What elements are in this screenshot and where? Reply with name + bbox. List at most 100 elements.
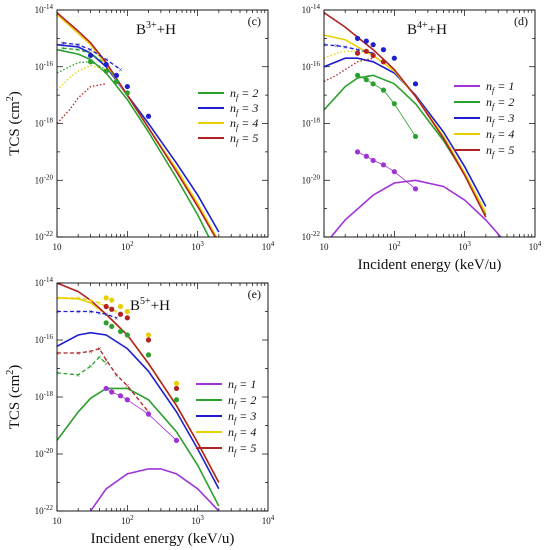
data-point <box>173 380 180 387</box>
data-point <box>124 397 130 403</box>
data-point <box>173 397 180 403</box>
series-group: ××××× <box>324 12 502 237</box>
x-tick-label-base: 10 <box>262 516 272 526</box>
data-point <box>109 389 115 395</box>
x-tick-label-base: 10 <box>191 516 201 526</box>
series-n-f-2-line <box>324 74 487 216</box>
series-n-f-1-line <box>89 468 220 511</box>
data-point <box>103 303 109 310</box>
legend-value: = 3 <box>236 409 256 423</box>
legend-label: nf = 3 <box>486 111 514 127</box>
legend-value: = 3 <box>494 111 514 125</box>
x-tick-label: 103 <box>191 240 204 252</box>
y-tick-label-base: 10 <box>35 335 45 345</box>
y-tick-label-exp: -18 <box>311 117 321 125</box>
y-tick-label: 10-20 <box>35 173 54 185</box>
cross-marker: × <box>114 308 119 317</box>
x-tick-label-exp: 4 <box>271 240 275 248</box>
data-point <box>391 101 397 107</box>
data-point <box>103 295 109 301</box>
data-point <box>370 52 376 59</box>
data-point <box>173 385 180 392</box>
x-tick-label-exp: 4 <box>538 240 542 248</box>
data-point <box>391 169 397 175</box>
x-tick-label: 102 <box>388 240 401 252</box>
title-charge: 4+ <box>417 20 428 31</box>
legend-value: = 5 <box>236 441 256 455</box>
y-tick-label-base: 10 <box>35 62 45 72</box>
cross-marker: × <box>55 294 60 303</box>
legend-subscript: f <box>234 448 238 457</box>
data-point <box>363 153 369 159</box>
legend-value: = 4 <box>494 127 514 141</box>
series-n-f-3-line <box>324 57 487 207</box>
y-tick-label: 10-14 <box>35 276 54 288</box>
legend-label: nf = 5 <box>486 143 514 159</box>
y-axis-label-exp: 2 <box>5 370 16 375</box>
y-tick-label-base: 10 <box>35 232 45 242</box>
legend-symbol: n <box>486 127 492 141</box>
x-tick-label: 104 <box>262 240 275 252</box>
data-point <box>117 303 124 310</box>
data-point <box>145 352 152 358</box>
x-tick-label: 102 <box>121 514 134 526</box>
legend-subscript: f <box>234 432 238 441</box>
data-point <box>380 47 387 53</box>
y-axis-label-close: ) <box>7 91 23 96</box>
data-point <box>113 72 120 78</box>
data-point <box>380 162 387 168</box>
series-aux-5-dotted-line <box>57 64 107 91</box>
data-point <box>370 42 376 48</box>
cross-marker: × <box>97 309 102 318</box>
legend-symbol: n <box>228 441 234 455</box>
cross-marker: × <box>76 41 81 50</box>
cross-marker: × <box>55 308 60 317</box>
y-tick-label-exp: -20 <box>44 173 54 181</box>
legend-label: nf = 5 <box>230 131 258 147</box>
panel-title: B5++H <box>130 296 170 314</box>
y-tick-label: 10-16 <box>35 60 54 72</box>
legend-subscript: f <box>236 108 240 117</box>
x-tick-label: 104 <box>262 514 275 526</box>
y-tick-label-base: 10 <box>35 506 45 516</box>
legend-symbol: n <box>228 409 234 423</box>
data-point <box>124 308 130 315</box>
legend-symbol: n <box>228 393 234 407</box>
series-n-f-2-line <box>57 387 220 507</box>
legend-label: nf = 2 <box>486 95 514 111</box>
series-aux-7-dashed-line <box>324 44 374 54</box>
x-tick-label-exp: 2 <box>397 240 401 248</box>
x-axis-label: Incident energy (keV/u) <box>358 257 502 273</box>
data-point <box>117 311 124 317</box>
data-point <box>109 306 115 312</box>
data-point <box>380 59 387 65</box>
plot-frame <box>56 9 269 238</box>
x-tick-label: 10 <box>320 242 330 252</box>
y-tick-label-exp: -20 <box>311 173 321 181</box>
x-tick-label: 103 <box>191 514 204 526</box>
y-tick-label: 10-20 <box>35 447 54 459</box>
y-tick-label-exp: -20 <box>44 447 54 455</box>
legend-symbol: n <box>228 425 234 439</box>
legend-subscript: f <box>492 150 496 159</box>
plot-frame <box>56 282 269 512</box>
y-tick-label: 10-22 <box>35 230 54 242</box>
legend-subscript: f <box>234 416 238 425</box>
cross-marker: × <box>114 314 119 323</box>
title-charge: 3+ <box>146 20 157 31</box>
legend-symbol: n <box>486 143 492 157</box>
series-n-f-1-line <box>330 179 502 237</box>
data-point <box>354 35 361 41</box>
y-tick-label: 10-22 <box>302 230 321 242</box>
legend-value: = 2 <box>494 95 514 109</box>
series-group: ××××××××××××××××××××××××× <box>55 283 220 511</box>
legend-value: = 5 <box>494 143 514 157</box>
series-aux-8-dashed-line <box>57 356 107 376</box>
data-point <box>145 332 152 338</box>
y-tick-label: 10-22 <box>35 504 54 516</box>
legend-subscript: f <box>236 93 240 102</box>
y-tick-label-exp: -22 <box>311 230 321 238</box>
y-tick-label-exp: -22 <box>44 230 54 238</box>
legend-subscript: f <box>492 86 496 95</box>
